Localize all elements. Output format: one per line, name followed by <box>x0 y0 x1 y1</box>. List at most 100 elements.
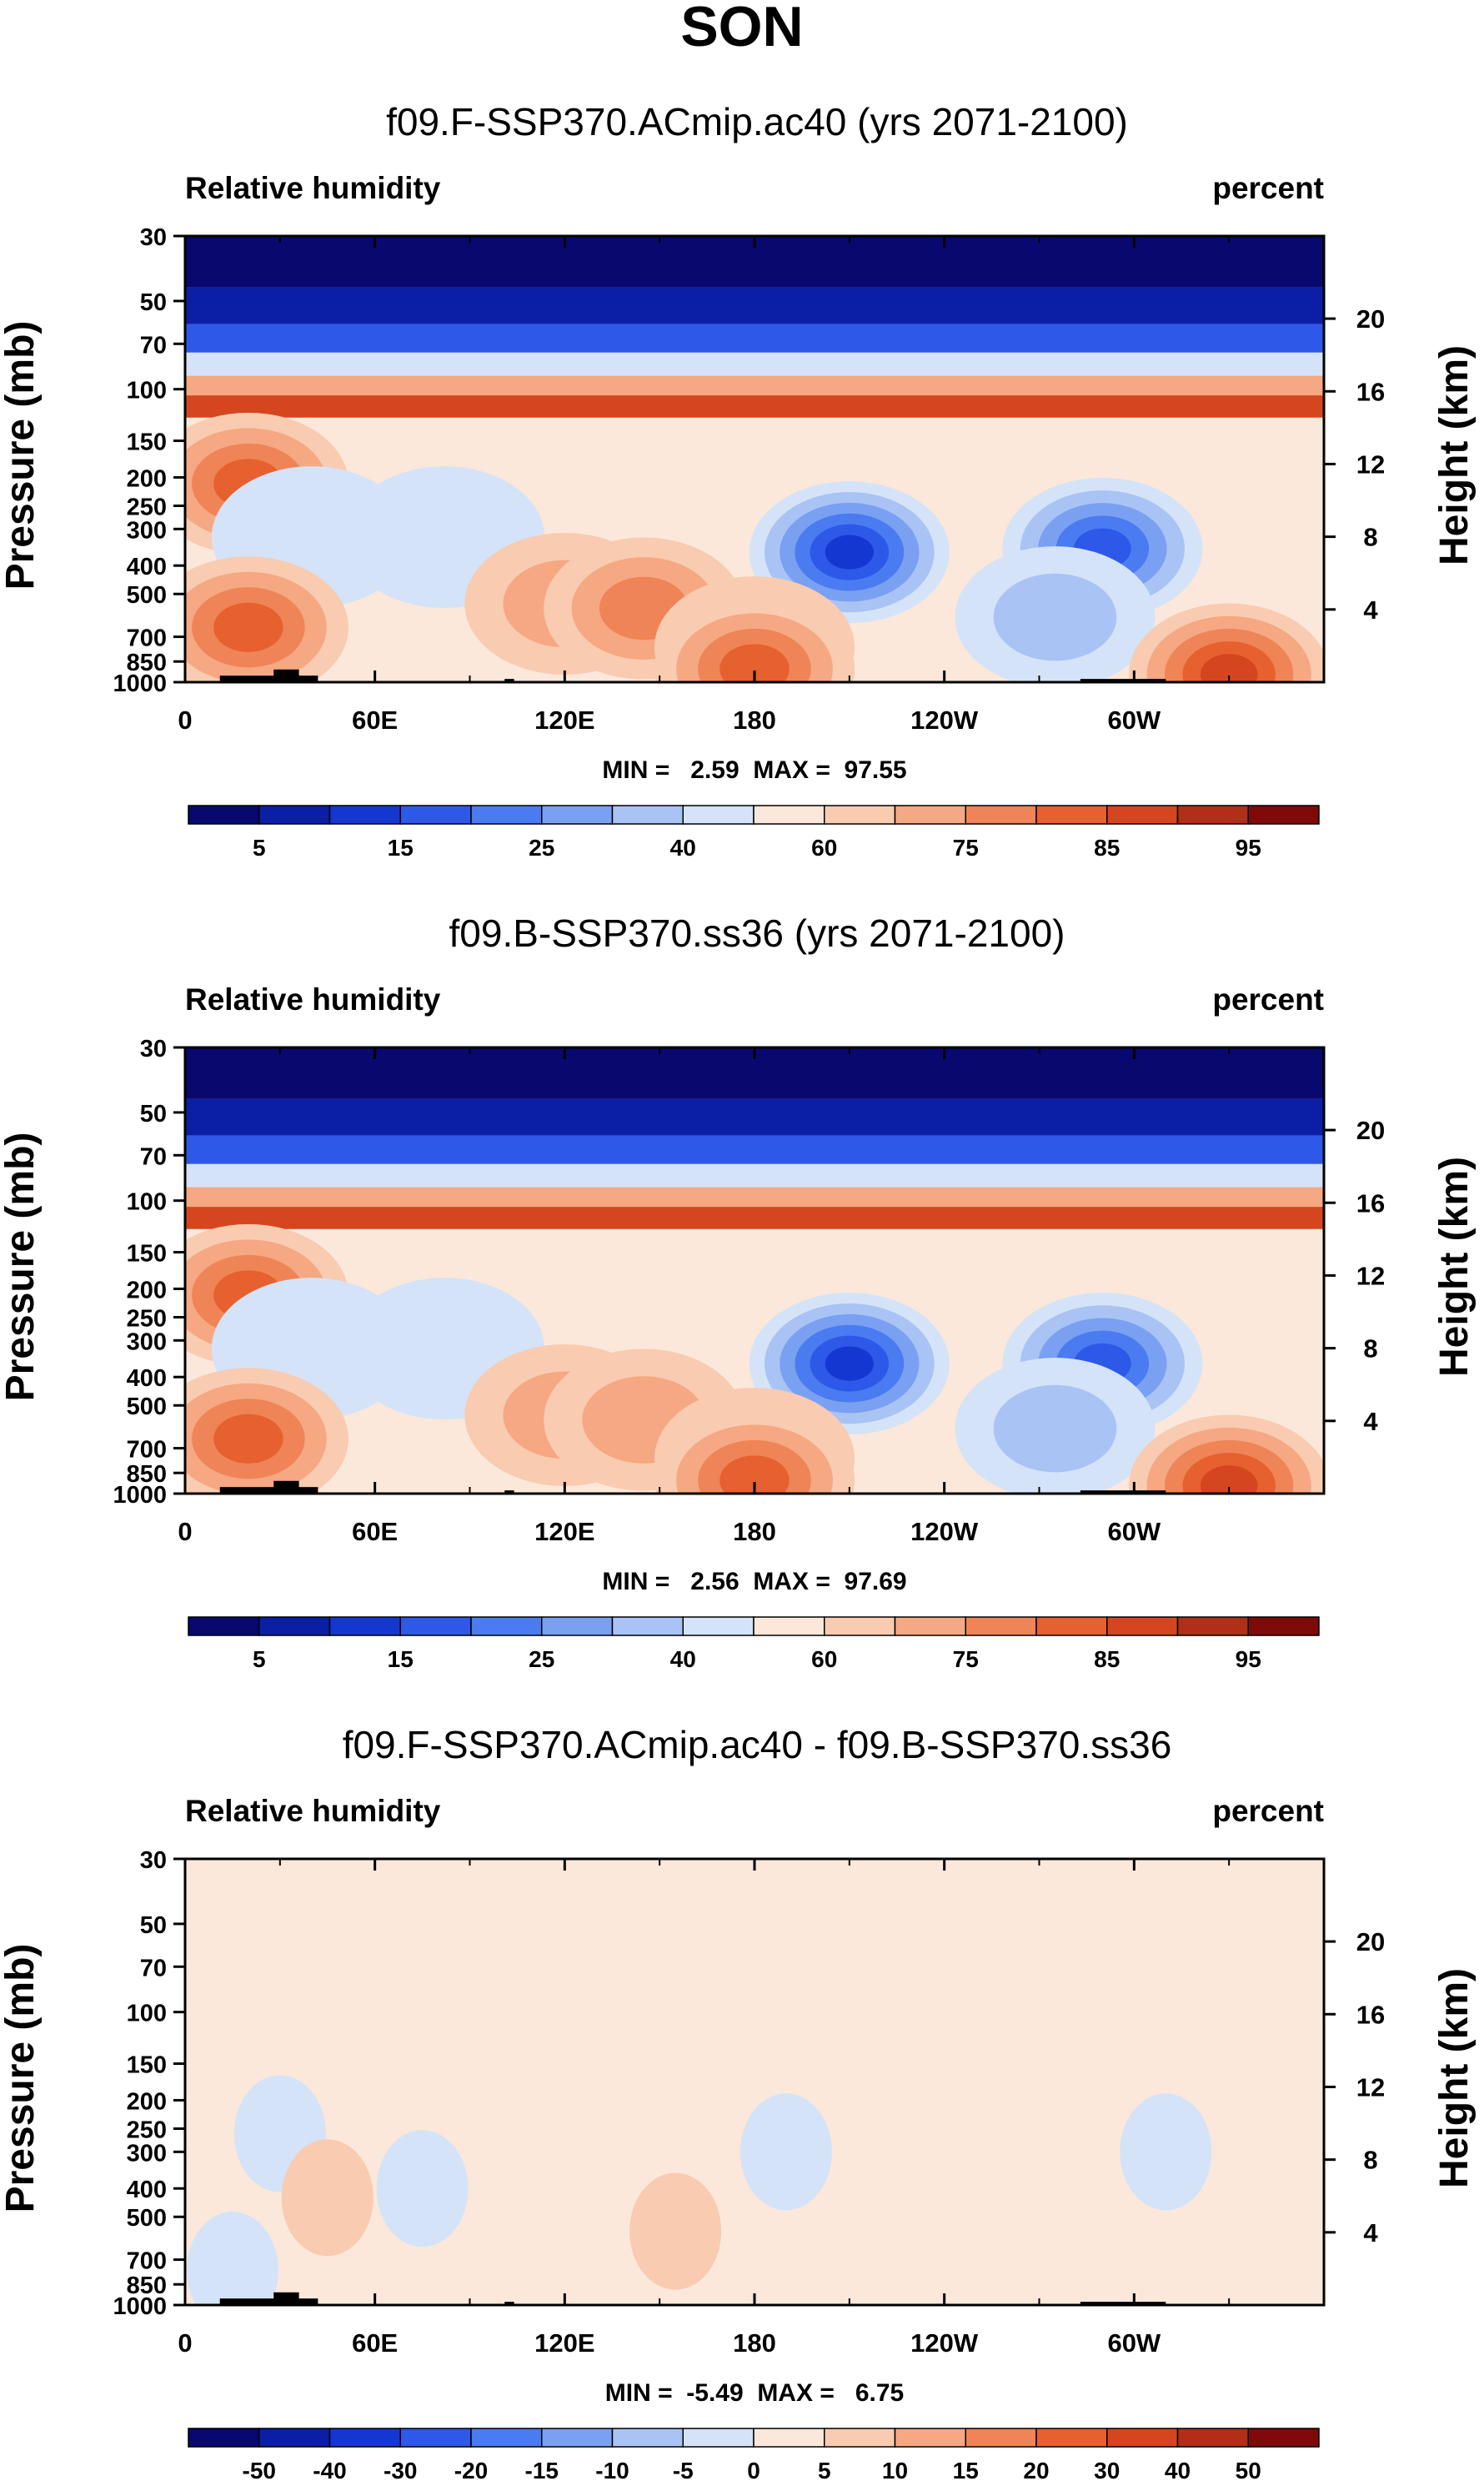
min-max-stats: MIN = 2.59 MAX = 97.55 <box>602 756 906 784</box>
height-tick-label: 4 <box>1363 1407 1378 1436</box>
field <box>185 236 1324 682</box>
colorbar-box <box>894 2428 966 2448</box>
height-tick-label: 16 <box>1356 2000 1385 2029</box>
contour-region <box>993 573 1117 661</box>
colorbar-label: 40 <box>670 1646 696 1672</box>
height-tick-label: 12 <box>1356 449 1385 479</box>
colorbar-box <box>258 1616 331 1636</box>
field-background <box>185 1859 1324 2305</box>
x-tick-label: 60W <box>1107 1517 1161 1546</box>
x-tick-label: 180 <box>733 2328 776 2358</box>
y-tick-label: 100 <box>127 2001 167 2027</box>
y-tick-label: 400 <box>127 554 167 580</box>
y-tick-label: 300 <box>127 2140 167 2167</box>
colorbar-box <box>611 1616 684 1636</box>
y-tick-label: 850 <box>127 2273 167 2299</box>
contour-region <box>629 2172 722 2290</box>
colorbar-box <box>328 805 401 825</box>
y-tick-label: 700 <box>127 1437 167 1464</box>
terrain <box>504 2302 514 2305</box>
x-tick-label: 120E <box>534 2328 594 2358</box>
colorbar-box <box>541 1616 614 1636</box>
height-tick-label: 20 <box>1356 1116 1385 1145</box>
colorbar-label: 60 <box>811 835 837 861</box>
y-tick-label: 300 <box>127 1328 167 1355</box>
colorbar-label: 30 <box>1094 2458 1120 2481</box>
colorbar-box <box>1176 2428 1249 2448</box>
strat-band <box>185 395 1324 418</box>
x-tick-label: 60W <box>1107 2328 1161 2358</box>
colorbar-box <box>753 1616 825 1636</box>
colorbar-box <box>399 1616 472 1636</box>
terrain <box>273 669 299 682</box>
panel-1: f09.F-SSP370.ACmip.ac40 (yrs 2071-2100) … <box>0 100 1476 861</box>
y-tick-label: 100 <box>127 1189 167 1216</box>
height-tick-label: 8 <box>1363 1334 1377 1364</box>
height-tick-label: 12 <box>1356 2072 1385 2102</box>
strat-band <box>185 1187 1324 1208</box>
units-label: percent <box>1212 982 1324 1017</box>
x-tick-label: 120E <box>534 1517 594 1546</box>
colorbar: 5 15 25 40 60 75 85 95 <box>188 805 1320 861</box>
panel-title: f09.B-SSP370.ss36 (yrs 2071-2100) <box>449 912 1065 955</box>
y-axis-label: Pressure (mb) <box>0 1944 43 2213</box>
colorbar-box <box>541 805 614 825</box>
variable-label: Relative humidity <box>185 171 441 205</box>
units-label: percent <box>1212 171 1324 205</box>
x-tick-label: 60E <box>352 2328 398 2358</box>
y-tick-label: 50 <box>140 1912 167 1939</box>
colorbar-box <box>188 805 260 825</box>
strat-band <box>185 1163 1324 1188</box>
height-tick-label: 20 <box>1356 304 1385 334</box>
strat-band <box>185 375 1324 396</box>
y-tick-label: 30 <box>140 1036 167 1062</box>
height-tick-label: 20 <box>1356 1927 1385 1956</box>
y-tick-label: 500 <box>127 1394 167 1420</box>
contour-region <box>739 2093 832 2211</box>
colorbar-box <box>611 805 684 825</box>
colorbar-label: -30 <box>384 2458 417 2481</box>
colorbar-box <box>470 805 543 825</box>
x-tick-label: 180 <box>733 706 776 735</box>
colorbar-label: 85 <box>1094 1646 1120 1672</box>
height-tick-label: 4 <box>1363 595 1378 625</box>
contour-region <box>213 1414 283 1464</box>
colorbar-box <box>965 2428 1037 2448</box>
terrain <box>219 2298 318 2305</box>
y-tick-label: 400 <box>127 1365 167 1392</box>
y-tick-label: 1000 <box>113 2293 167 2320</box>
y-tick-label: 500 <box>127 2205 167 2232</box>
colorbar-box <box>682 805 755 825</box>
contour-region <box>213 602 283 652</box>
variable-label: Relative humidity <box>185 1794 441 1828</box>
x-tick-label: 120W <box>910 2328 979 2358</box>
colorbar-label: -5 <box>673 2458 694 2481</box>
strat-band <box>185 1098 1324 1136</box>
contour-region <box>376 2130 469 2247</box>
x-tick-label: 120E <box>534 706 594 735</box>
colorbar-label: 20 <box>1023 2458 1049 2481</box>
colorbar-label: 40 <box>670 835 696 861</box>
colorbar-box <box>399 2428 472 2448</box>
contour-region <box>281 2139 374 2257</box>
terrain <box>504 1490 514 1494</box>
min-max-stats: MIN = 2.56 MAX = 97.69 <box>602 1568 906 1595</box>
colorbar-box <box>753 2428 825 2448</box>
y-tick-label: 100 <box>127 378 167 404</box>
colorbar-label: -40 <box>313 2458 346 2481</box>
colorbar-label: 5 <box>818 2458 831 2481</box>
y-tick-label: 50 <box>140 1101 167 1127</box>
colorbar-box <box>1247 2428 1320 2448</box>
colorbar-box <box>682 2428 755 2448</box>
y-tick-label: 150 <box>127 429 167 456</box>
colorbar-label: 0 <box>747 2458 760 2481</box>
colorbar-box <box>258 805 331 825</box>
y-tick-label: 70 <box>140 332 167 359</box>
colorbar-label: -10 <box>595 2458 629 2481</box>
x-tick-label: 0 <box>178 706 192 735</box>
y-axis-right-label: Height (km) <box>1432 1157 1476 1377</box>
colorbar-box <box>1247 805 1320 825</box>
y-tick-label: 850 <box>127 650 167 676</box>
x-tick-label: 120W <box>910 1517 979 1546</box>
